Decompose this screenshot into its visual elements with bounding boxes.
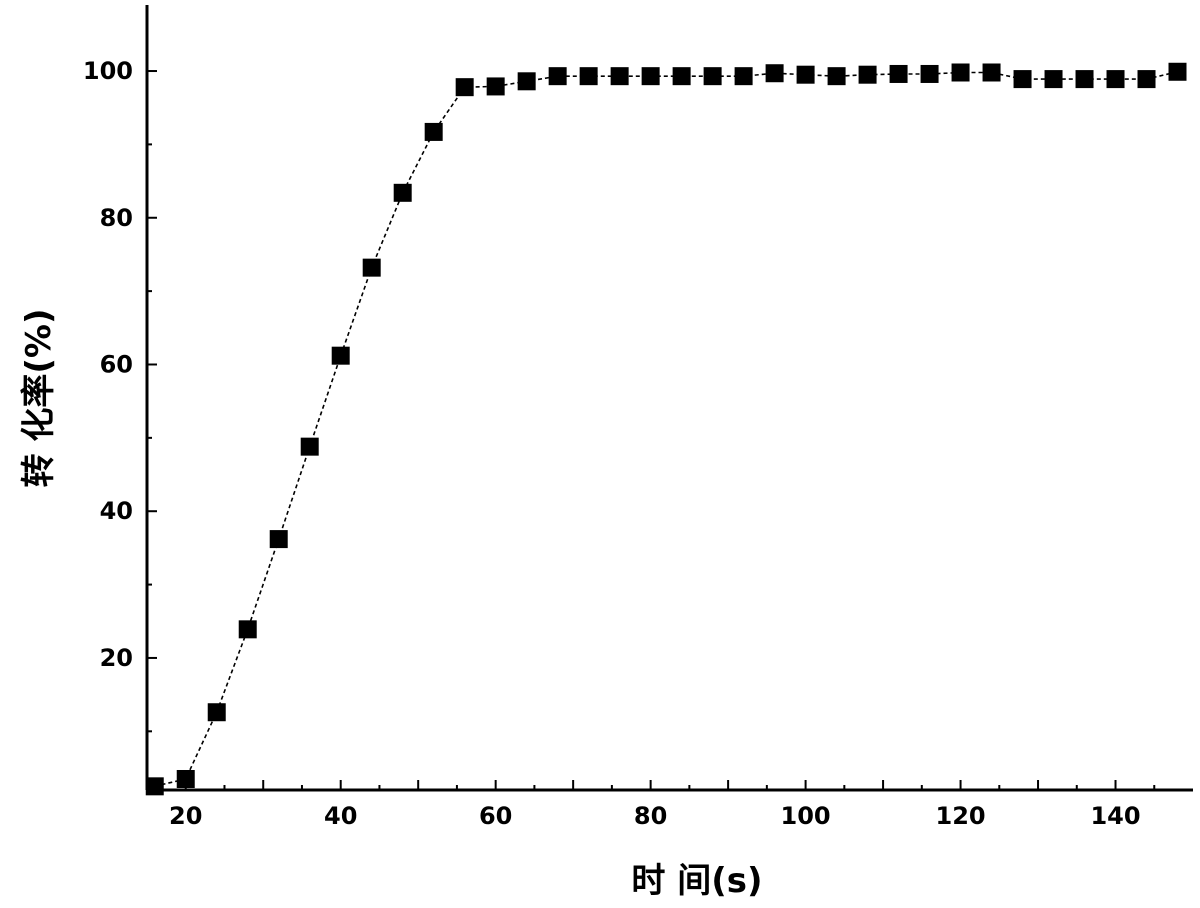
data-point (982, 63, 1001, 82)
x-tick-label: 60 (479, 802, 512, 830)
y-tick-label: 80 (100, 204, 133, 232)
data-point (703, 67, 722, 86)
data-point (269, 530, 288, 549)
data-point (393, 183, 412, 202)
data-point (641, 67, 660, 86)
data-point (579, 67, 598, 86)
data-point (238, 620, 257, 639)
x-tick-label: 20 (169, 802, 202, 830)
data-point (1137, 70, 1156, 89)
data-point (362, 258, 381, 277)
data-point (455, 78, 474, 97)
x-tick-label: 40 (324, 802, 357, 830)
data-point (176, 769, 195, 788)
data-point (331, 346, 350, 365)
data-point (207, 703, 226, 722)
data-point (1106, 70, 1125, 89)
data-point (145, 777, 164, 796)
data-point (1075, 70, 1094, 89)
y-tick-label: 100 (83, 57, 133, 85)
markers-group (145, 62, 1187, 796)
data-point (548, 67, 567, 86)
series-line (154, 71, 1178, 788)
data-point (951, 63, 970, 82)
plot-frame (145, 5, 1193, 792)
y-tick-label: 20 (100, 644, 133, 672)
data-point (827, 67, 846, 86)
x-tick-label: 80 (634, 802, 667, 830)
x-tick-label: 140 (1090, 802, 1140, 830)
data-point (486, 77, 505, 96)
x-tick-label: 100 (781, 802, 831, 830)
data-point (517, 72, 536, 91)
data-point (610, 67, 629, 86)
data-point (889, 64, 908, 83)
data-point (1044, 70, 1063, 89)
data-point (1013, 70, 1032, 89)
y-tick-label: 40 (100, 497, 133, 525)
x-axis: 20 40 60 80 100 120 140 (169, 780, 1156, 830)
series-line-group (154, 71, 1178, 788)
data-point (300, 437, 319, 456)
y-axis-title: 转 化率(%) (19, 309, 59, 488)
data-point (858, 65, 877, 84)
data-point (672, 67, 691, 86)
x-axis-title: 时 间(s) (631, 861, 762, 901)
data-point (920, 64, 939, 83)
data-point (765, 64, 784, 83)
y-tick-label: 60 (100, 350, 133, 378)
y-axis: 20 40 60 80 100 (83, 57, 157, 733)
data-point (1168, 62, 1187, 81)
x-tick-label: 120 (936, 802, 986, 830)
data-point (424, 122, 443, 141)
data-point (796, 65, 815, 84)
data-point (734, 67, 753, 86)
